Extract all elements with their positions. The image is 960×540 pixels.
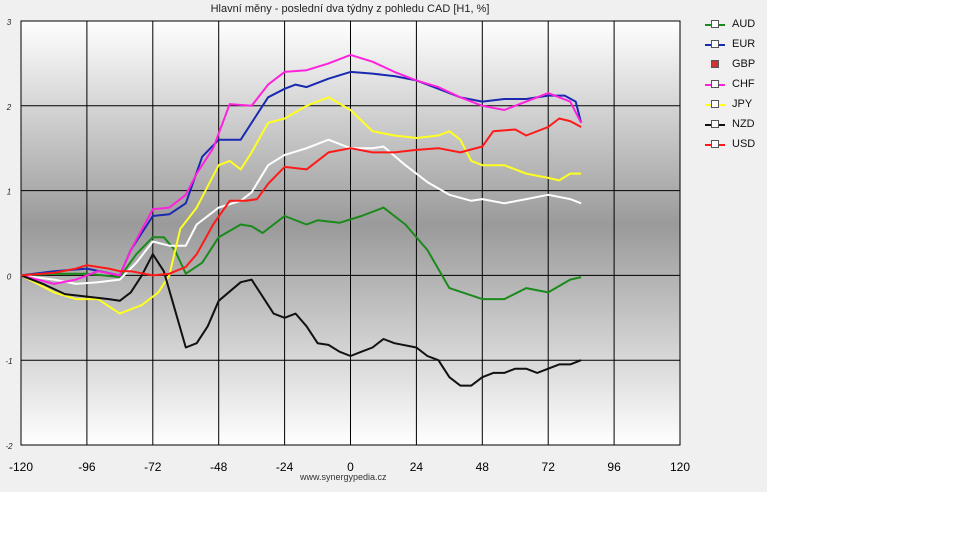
legend-item-chf: CHF xyxy=(700,74,766,94)
legend-item-aud: AUD xyxy=(700,14,766,34)
chart-title: Hlavní měny - poslední dva týdny z pohle… xyxy=(210,3,490,15)
x-tick-label: 48 xyxy=(476,460,490,474)
x-tick-label: 24 xyxy=(410,460,424,474)
x-tick-label: 120 xyxy=(670,460,690,474)
x-tick-label: -48 xyxy=(210,460,228,474)
chart-legend: AUD EUR GBP CHF JPY NZD USD xyxy=(700,14,766,154)
legend-item-gbp: GBP xyxy=(700,54,766,74)
y-tick-label: -1 xyxy=(5,357,12,366)
flag-icon xyxy=(711,100,719,108)
legend-item-nzd: NZD xyxy=(700,114,766,134)
y-tick-label: 1 xyxy=(7,188,11,197)
legend-label: GBP xyxy=(732,58,756,70)
flag-icon xyxy=(711,60,719,68)
x-tick-label: -72 xyxy=(144,460,162,474)
legend-label: CHF xyxy=(732,78,755,90)
x-tick-label: -96 xyxy=(78,460,96,474)
series-line-aud xyxy=(20,206,582,301)
legend-label: JPY xyxy=(732,98,753,110)
y-tick-label: 0 xyxy=(7,272,12,281)
series-line-jpy xyxy=(20,96,582,315)
y-tick-label: -2 xyxy=(5,442,13,451)
flag-icon xyxy=(711,140,719,148)
legend-label: NZD xyxy=(732,118,755,130)
y-tick-label: 3 xyxy=(7,18,12,27)
flag-icon xyxy=(711,80,719,88)
legend-label: USD xyxy=(732,138,756,150)
x-tick-label: 96 xyxy=(607,460,621,474)
x-tick-label: -120 xyxy=(9,460,33,474)
series-line-nzd xyxy=(20,253,582,387)
series-line-eur xyxy=(20,70,583,277)
series-line-usd xyxy=(20,117,582,277)
flag-icon xyxy=(711,20,719,28)
x-tick-label: 0 xyxy=(347,460,354,474)
legend-item-usd: USD xyxy=(700,134,766,154)
legend-item-jpy: JPY xyxy=(700,94,766,114)
flag-icon xyxy=(711,120,719,128)
legend-item-eur: EUR xyxy=(700,34,766,54)
chart-plot: -120 -96 -72 -48 -24 0 24 48 72 96 120 3 2 1 0 -1 -2 xyxy=(5,18,690,474)
x-tick-label: 72 xyxy=(542,460,556,474)
series-line-gbp xyxy=(20,138,582,285)
chart-window: Hlavní měny - poslední dva týdny z pohle… xyxy=(0,0,767,492)
legend-label: EUR xyxy=(732,38,756,50)
flag-icon xyxy=(711,40,719,48)
x-tick-label: -24 xyxy=(276,460,294,474)
watermark: www.synergypedia.cz xyxy=(300,472,387,482)
y-tick-label: 2 xyxy=(6,103,12,112)
legend-label: AUD xyxy=(732,18,756,30)
series-line-chf xyxy=(20,53,582,285)
plot-border xyxy=(20,20,681,446)
